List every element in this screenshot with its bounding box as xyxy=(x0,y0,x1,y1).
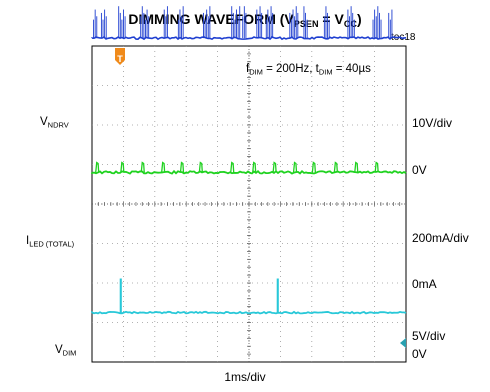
iled-pulse xyxy=(179,161,185,173)
channel-1-label: VNDRV xyxy=(40,116,69,130)
x-axis-label: 1ms/div xyxy=(224,370,266,384)
iled-pulse xyxy=(252,161,257,173)
ground-marker-dim xyxy=(400,338,406,348)
channel-2-label: ILED (TOTAL) xyxy=(26,235,75,249)
channel-1-zero: 0V xyxy=(412,163,427,177)
trigger-marker xyxy=(115,48,125,65)
iled-pulse xyxy=(272,161,277,173)
vdim-baseline xyxy=(91,310,407,315)
annotation: fDIM = 200Hz, tDIM = 40µs xyxy=(246,63,371,77)
vdim-pulse xyxy=(276,278,279,313)
channel-2-zero: 0mA xyxy=(412,277,437,291)
iled-pulse xyxy=(333,161,338,173)
channel-2-scale: 200mA/div xyxy=(412,231,469,245)
traces xyxy=(91,6,407,315)
channel-3-label: VDIM xyxy=(55,344,77,358)
iled-pulse xyxy=(161,161,166,173)
iled-pulse xyxy=(354,161,359,173)
channel-1-scale: 10V/div xyxy=(412,116,453,130)
channel-3-scale: 5V/div xyxy=(412,329,446,343)
trigger-marker-label: T xyxy=(117,54,123,64)
iled-pulse xyxy=(198,161,203,173)
iled-pulse xyxy=(311,161,317,173)
vdim-pulse xyxy=(119,278,122,313)
iled-pulse xyxy=(140,161,145,173)
iled-pulse xyxy=(374,161,379,173)
iled-baseline xyxy=(91,169,407,175)
iled-pulse xyxy=(95,161,100,173)
iled-pulse xyxy=(120,161,125,173)
iled-pulse xyxy=(292,161,298,173)
iled-pulse xyxy=(230,161,235,173)
channel-3-zero: 0V xyxy=(412,347,427,361)
vndrv-baseline xyxy=(91,36,407,41)
